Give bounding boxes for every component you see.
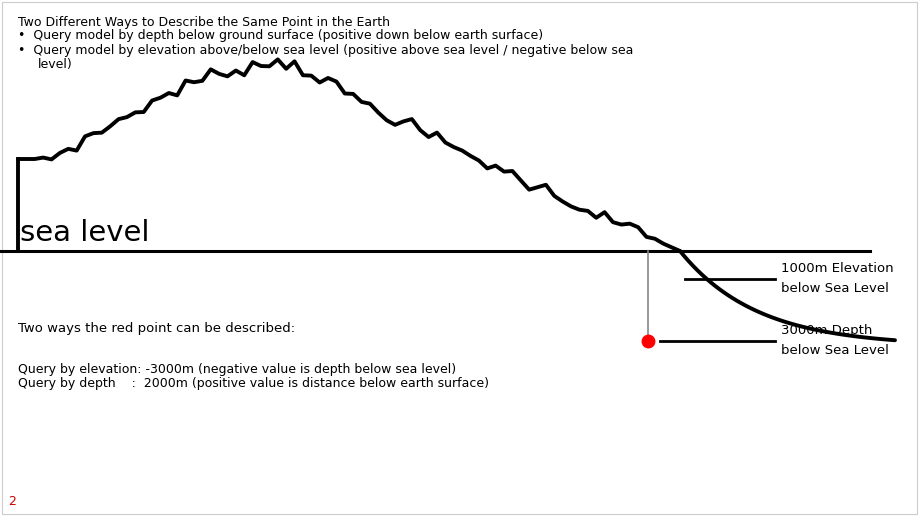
Text: Query by depth    :  2000m (positive value is distance below earth surface): Query by depth : 2000m (positive value i… xyxy=(18,377,489,390)
Text: Two ways the red point can be described:: Two ways the red point can be described: xyxy=(18,322,295,335)
Text: level): level) xyxy=(38,58,73,71)
Text: sea level: sea level xyxy=(20,219,150,247)
Text: 2: 2 xyxy=(8,495,16,508)
Text: 3000m Depth: 3000m Depth xyxy=(781,324,872,337)
Text: •  Query model by depth below ground surface (positive down below earth surface): • Query model by depth below ground surf… xyxy=(18,29,543,42)
Text: •  Query model by elevation above/below sea level (positive above sea level / ne: • Query model by elevation above/below s… xyxy=(18,44,633,57)
Text: below Sea Level: below Sea Level xyxy=(781,344,889,357)
Text: 1000m Elevation: 1000m Elevation xyxy=(781,262,893,275)
Text: Query by elevation: -3000m (negative value is depth below sea level): Query by elevation: -3000m (negative val… xyxy=(18,363,456,376)
Text: Two Different Ways to Describe the Same Point in the Earth: Two Different Ways to Describe the Same … xyxy=(18,16,390,29)
Text: below Sea Level: below Sea Level xyxy=(781,282,889,295)
